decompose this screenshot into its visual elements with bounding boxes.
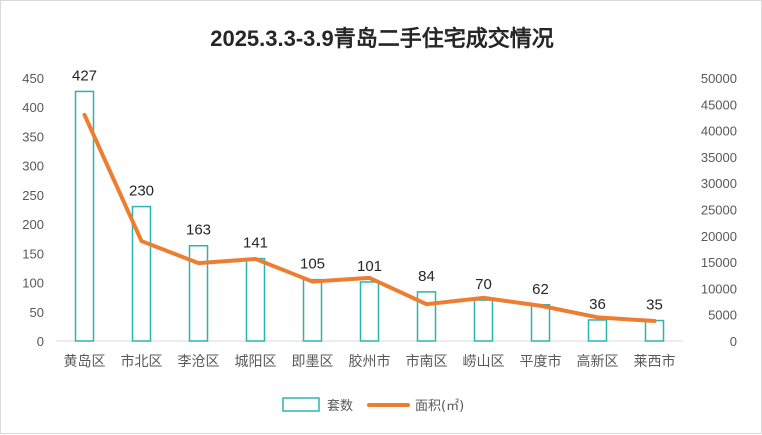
bar bbox=[473, 299, 494, 342]
bar bbox=[131, 205, 152, 342]
y-left-tick-label: 450 bbox=[22, 71, 44, 86]
bar-data-label: 105 bbox=[300, 256, 325, 273]
area-line bbox=[82, 112, 657, 324]
y-left-tick-label: 250 bbox=[22, 188, 44, 203]
y-right-tick-label: 30000 bbox=[701, 176, 737, 191]
y-right-tick-label: 10000 bbox=[701, 281, 737, 296]
category-label: 高新区 bbox=[577, 353, 619, 370]
chart-title: 2025.3.3-3.9青岛二手住宅成交情况 bbox=[210, 26, 554, 51]
category-label: 平度市 bbox=[520, 353, 562, 370]
legend: 套数 面积(㎡) bbox=[282, 397, 464, 414]
bar-data-label: 163 bbox=[186, 222, 211, 239]
bar bbox=[644, 319, 665, 342]
legend-swatch-bar bbox=[282, 397, 320, 412]
bar-data-label: 101 bbox=[357, 258, 382, 275]
y-right-tick-label: 40000 bbox=[701, 124, 737, 139]
category-label: 城阳区 bbox=[235, 354, 277, 370]
bar-data-label: 230 bbox=[129, 183, 154, 200]
y-right-tick-label: 15000 bbox=[701, 255, 737, 270]
bar-data-label: 35 bbox=[646, 297, 663, 314]
bar-data-label: 62 bbox=[532, 281, 549, 298]
y-left-tick-label: 200 bbox=[22, 217, 44, 232]
y-right-tick-label: 20000 bbox=[701, 229, 737, 244]
category-label: 崂山区 bbox=[463, 354, 505, 370]
y-left-tick-label: 300 bbox=[22, 159, 44, 174]
bar bbox=[530, 304, 551, 342]
category-label: 胶州市 bbox=[349, 353, 391, 370]
category-label: 市北区 bbox=[121, 353, 163, 370]
y-right-tick-label: 25000 bbox=[701, 203, 737, 218]
category-label: 市南区 bbox=[406, 353, 448, 370]
y-right-tick-label: 45000 bbox=[701, 97, 737, 112]
bar bbox=[302, 278, 323, 342]
y-left-tick-label: 150 bbox=[22, 246, 44, 261]
bar bbox=[416, 291, 437, 342]
y-left-tick-label: 0 bbox=[37, 334, 44, 349]
bar bbox=[359, 281, 380, 342]
bar bbox=[587, 319, 608, 342]
plot-area: 0 50 100 150 200 250 300 350 400 450 0 5000 10000 150… bbox=[22, 67, 737, 370]
y-right-tick-label: 0 bbox=[730, 334, 737, 349]
y-left-tick-label: 400 bbox=[22, 100, 44, 115]
bar-data-label: 70 bbox=[475, 276, 492, 293]
y-left-tick-label: 50 bbox=[30, 305, 44, 320]
y-left-tick-label: 100 bbox=[22, 276, 44, 291]
legend-label-bar: 套数 bbox=[327, 398, 353, 414]
category-label: 黄岛区 bbox=[64, 353, 106, 370]
category-label: 即墨区 bbox=[292, 354, 334, 370]
bar-data-label: 427 bbox=[72, 67, 97, 84]
legend-label-line: 面积(㎡) bbox=[415, 399, 464, 414]
y-right-tick-label: 35000 bbox=[701, 150, 737, 165]
category-label: 莱西市 bbox=[634, 353, 676, 370]
bar-data-label: 141 bbox=[243, 235, 268, 252]
category-label: 李沧区 bbox=[178, 353, 220, 370]
bar bbox=[245, 257, 266, 342]
bar bbox=[188, 244, 209, 342]
bar-data-label: 36 bbox=[589, 296, 606, 313]
bar-data-label: 84 bbox=[418, 268, 435, 285]
bar bbox=[74, 90, 95, 342]
y-left-tick-label: 350 bbox=[22, 129, 44, 144]
y-right-tick-label: 50000 bbox=[701, 71, 737, 86]
y-right-tick-label: 5000 bbox=[708, 308, 737, 323]
